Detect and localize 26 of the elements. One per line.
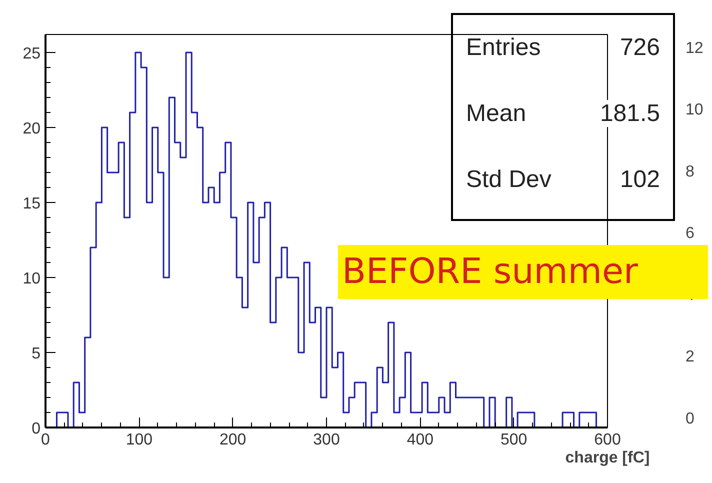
x-tick-label: 200 <box>219 432 246 448</box>
y2-tick-label: 12 <box>686 40 704 57</box>
y-tick-label: 20 <box>22 120 41 138</box>
text: 102 <box>620 166 660 193</box>
annotation: Mean <box>465 98 528 129</box>
annotation: 181.5 <box>600 100 660 127</box>
annotation: Entries <box>465 32 542 63</box>
y-tick-label: 25 <box>22 46 41 62</box>
annotation: Std Dev <box>465 164 552 195</box>
y-tick-label: 10 <box>22 270 41 288</box>
x-tick-label: 300 <box>313 432 340 448</box>
text: 726 <box>620 34 660 61</box>
y2-tick-label: 0 <box>686 410 694 428</box>
y-tick-label: 15 <box>22 196 41 212</box>
x-axis-title: charge [fC] <box>565 450 650 466</box>
x-tick-label: 100 <box>126 432 153 448</box>
x-tick-label: 500 <box>500 432 528 448</box>
y2-tick-label: 6 <box>686 225 694 242</box>
y2-tick-label: 10 <box>686 102 704 119</box>
x-tick-label: 400 <box>406 432 434 448</box>
y2-tick-label: 8 <box>686 163 694 180</box>
x-tick-label: 600 <box>594 432 621 448</box>
y-tick-label: 0 <box>32 420 41 438</box>
y-tick-label: 5 <box>32 346 41 362</box>
annotation: BEFORE summer <box>342 251 638 294</box>
y2-tick-label: 2 <box>686 348 694 366</box>
